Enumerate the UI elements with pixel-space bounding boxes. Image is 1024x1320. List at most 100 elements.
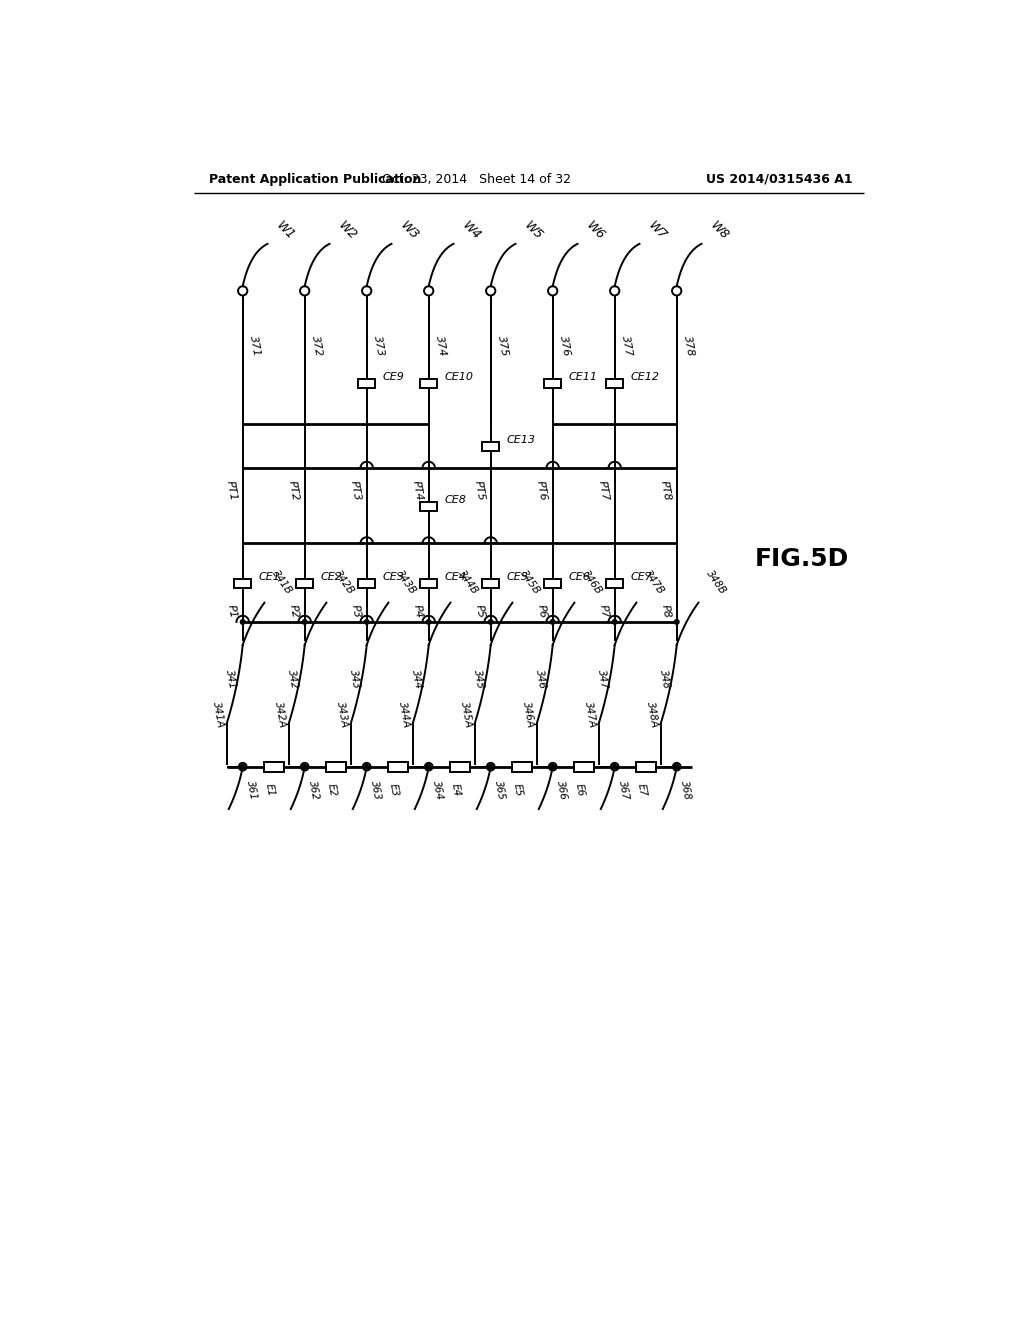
Text: 377: 377 [621, 335, 634, 358]
Text: CE3: CE3 [382, 573, 404, 582]
Bar [388, 762, 408, 772]
Text: W1: W1 [273, 219, 297, 243]
Text: P5: P5 [474, 603, 486, 619]
Text: PT6: PT6 [535, 480, 548, 502]
Text: E1: E1 [264, 783, 275, 797]
Text: Patent Application Publication: Patent Application Publication [209, 173, 422, 186]
Text: FIG.5D: FIG.5D [755, 546, 849, 570]
Text: W6: W6 [584, 219, 607, 243]
Bar [544, 579, 561, 589]
Text: 345: 345 [472, 669, 485, 690]
Circle shape [302, 764, 307, 770]
Text: 343B: 343B [394, 569, 418, 597]
Text: 343: 343 [348, 669, 361, 690]
Text: CE12: CE12 [630, 372, 659, 381]
Text: 344B: 344B [457, 569, 480, 597]
Circle shape [550, 764, 555, 770]
Bar [263, 762, 284, 772]
Circle shape [612, 764, 617, 770]
Text: PT4: PT4 [411, 480, 424, 502]
Text: W4: W4 [460, 219, 483, 243]
Text: P1: P1 [225, 603, 238, 619]
Circle shape [675, 619, 679, 624]
Text: E7: E7 [636, 783, 648, 797]
Bar [420, 379, 437, 388]
Text: 345A: 345A [459, 700, 473, 729]
Bar [420, 502, 437, 511]
Text: CE5: CE5 [506, 573, 528, 582]
Text: 344: 344 [411, 669, 424, 690]
Text: 368: 368 [679, 779, 692, 800]
Text: 366: 366 [555, 779, 568, 800]
Text: 347B: 347B [643, 569, 667, 597]
Circle shape [426, 764, 431, 770]
Text: 361: 361 [246, 779, 259, 800]
Circle shape [241, 619, 245, 624]
Bar [636, 762, 655, 772]
Bar [482, 579, 500, 589]
Text: 365: 365 [494, 779, 507, 800]
Text: 346B: 346B [581, 569, 604, 597]
Text: 347: 347 [596, 669, 609, 690]
Bar [606, 579, 624, 589]
Text: 342A: 342A [272, 700, 287, 729]
Text: P7: P7 [598, 603, 610, 619]
Circle shape [365, 619, 369, 624]
Text: P8: P8 [659, 603, 672, 619]
Text: 348: 348 [658, 669, 672, 690]
Bar [512, 762, 531, 772]
Text: 362: 362 [307, 779, 321, 800]
Text: W5: W5 [521, 219, 546, 243]
Text: PT8: PT8 [658, 480, 672, 502]
Text: CE2: CE2 [321, 573, 342, 582]
Bar [482, 442, 500, 451]
Text: 342B: 342B [333, 569, 356, 597]
Text: 375: 375 [497, 335, 510, 358]
Circle shape [241, 764, 245, 770]
Text: P6: P6 [536, 603, 548, 619]
Bar [358, 379, 375, 388]
Text: P2: P2 [288, 603, 300, 619]
Bar [606, 379, 624, 388]
Text: E5: E5 [512, 783, 524, 797]
Text: 373: 373 [373, 335, 386, 358]
Text: 348B: 348B [705, 569, 728, 597]
Text: 372: 372 [310, 335, 324, 358]
Text: CE6: CE6 [568, 573, 590, 582]
Text: E4: E4 [450, 783, 462, 797]
Text: 348A: 348A [645, 700, 659, 729]
Text: CE7: CE7 [630, 573, 652, 582]
Text: CE1: CE1 [258, 573, 281, 582]
Text: 342: 342 [287, 669, 300, 690]
Bar [296, 579, 313, 589]
Text: CE13: CE13 [506, 436, 536, 445]
Circle shape [612, 619, 617, 624]
Text: 371: 371 [249, 335, 262, 358]
Text: PT3: PT3 [348, 480, 361, 502]
Text: 341: 341 [224, 669, 238, 690]
Text: 346A: 346A [520, 700, 536, 729]
Text: P3: P3 [350, 603, 361, 619]
Text: W3: W3 [397, 219, 421, 243]
Text: Oct. 23, 2014   Sheet 14 of 32: Oct. 23, 2014 Sheet 14 of 32 [382, 173, 571, 186]
Circle shape [488, 619, 493, 624]
Circle shape [365, 764, 369, 770]
Text: E2: E2 [326, 783, 338, 797]
Bar [420, 579, 437, 589]
Text: 341A: 341A [211, 700, 225, 729]
Text: E3: E3 [388, 783, 400, 797]
Bar [544, 379, 561, 388]
Text: 346: 346 [535, 669, 548, 690]
Text: CE4: CE4 [444, 573, 466, 582]
Text: 347A: 347A [583, 700, 597, 729]
Circle shape [550, 619, 555, 624]
Bar [573, 762, 594, 772]
Text: PT2: PT2 [287, 480, 300, 502]
Circle shape [426, 619, 431, 624]
Text: US 2014/0315436 A1: US 2014/0315436 A1 [706, 173, 853, 186]
Text: W8: W8 [708, 219, 731, 243]
Text: CE9: CE9 [382, 372, 404, 381]
Text: W2: W2 [336, 219, 359, 243]
Text: CE11: CE11 [568, 372, 597, 381]
Circle shape [488, 764, 493, 770]
